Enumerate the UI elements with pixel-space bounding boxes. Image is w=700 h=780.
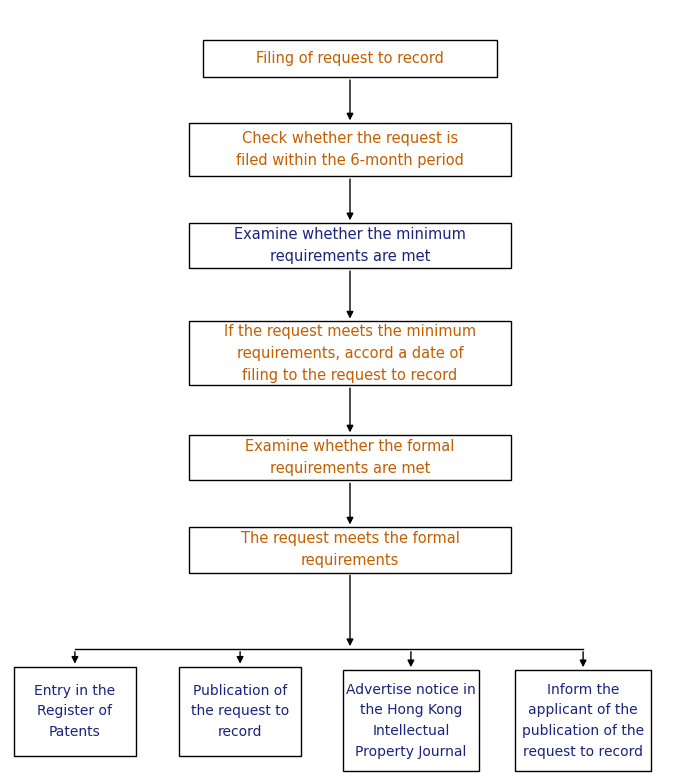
- Text: Examine whether the minimum
requirements are met: Examine whether the minimum requirements…: [234, 227, 466, 264]
- Text: Publication of
the request to
record: Publication of the request to record: [191, 684, 289, 739]
- Text: Filing of request to record: Filing of request to record: [256, 51, 444, 66]
- FancyBboxPatch shape: [189, 435, 511, 480]
- FancyBboxPatch shape: [203, 40, 497, 77]
- Text: Inform the
applicant of the
publication of the
request to record: Inform the applicant of the publication …: [522, 682, 644, 759]
- Text: If the request meets the minimum
requirements, accord a date of
filing to the re: If the request meets the minimum require…: [224, 324, 476, 383]
- Text: The request meets the formal
requirements: The request meets the formal requirement…: [241, 531, 459, 569]
- Text: Entry in the
Register of
Patents: Entry in the Register of Patents: [34, 684, 116, 739]
- FancyBboxPatch shape: [189, 223, 511, 268]
- FancyBboxPatch shape: [189, 527, 511, 573]
- FancyBboxPatch shape: [343, 670, 479, 771]
- FancyBboxPatch shape: [189, 321, 511, 385]
- FancyBboxPatch shape: [189, 123, 511, 176]
- Text: Examine whether the formal
requirements are met: Examine whether the formal requirements …: [245, 439, 455, 477]
- FancyBboxPatch shape: [514, 670, 651, 771]
- Text: Advertise notice in
the Hong Kong
Intellectual
Property Journal: Advertise notice in the Hong Kong Intell…: [346, 682, 476, 759]
- Text: Check whether the request is
filed within the 6-month period: Check whether the request is filed withi…: [236, 131, 464, 168]
- FancyBboxPatch shape: [179, 666, 302, 757]
- FancyBboxPatch shape: [14, 666, 136, 757]
